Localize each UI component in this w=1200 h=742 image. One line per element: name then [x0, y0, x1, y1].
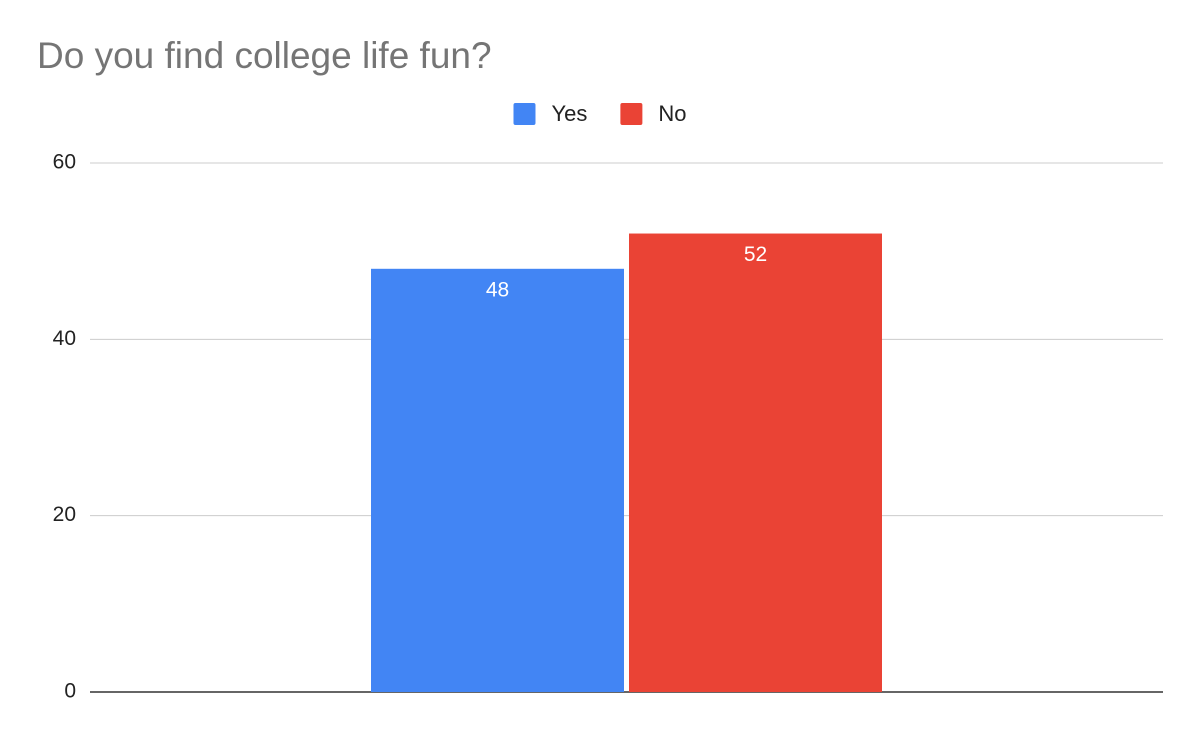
data-label: 52 — [744, 243, 767, 266]
legend-swatch — [513, 103, 536, 125]
y-tick-label: 20 — [53, 503, 76, 526]
bar — [629, 233, 882, 693]
legend-label: Yes — [551, 101, 587, 126]
y-tick-label: 60 — [53, 151, 76, 174]
y-tick-label: 40 — [53, 327, 76, 350]
chart-title: Do you find college life fun? — [37, 35, 492, 76]
legend-swatch — [620, 103, 643, 125]
legend-label: No — [658, 101, 686, 126]
bar — [371, 268, 624, 692]
y-tick-label: 0 — [64, 680, 76, 703]
data-label: 48 — [486, 278, 509, 301]
